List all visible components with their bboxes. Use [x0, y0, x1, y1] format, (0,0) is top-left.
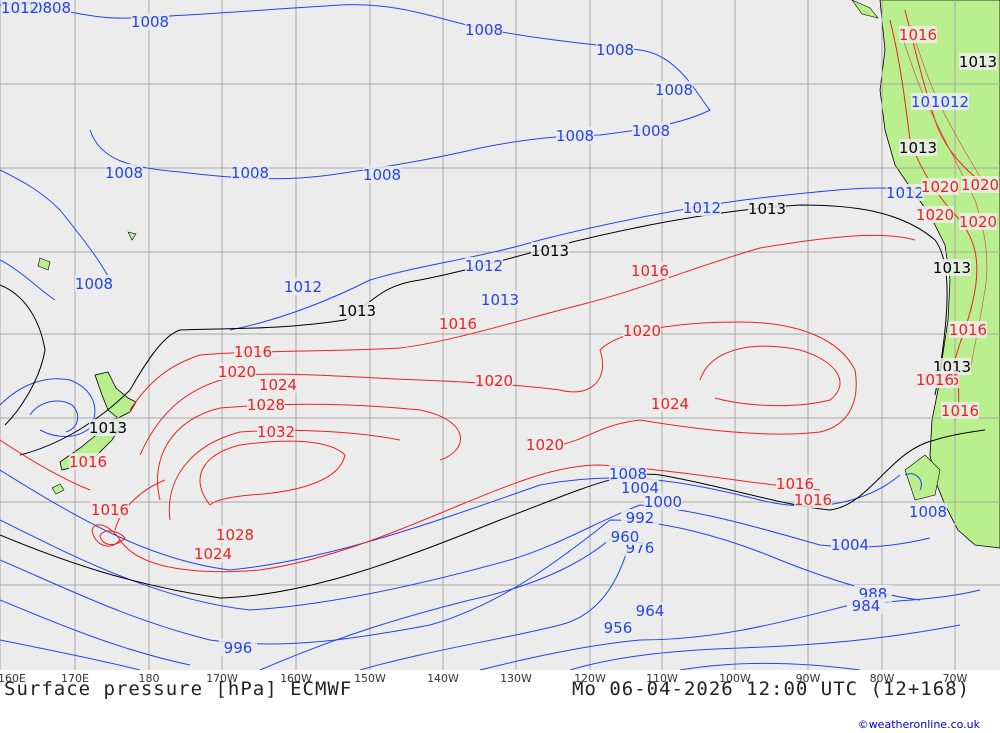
- isobar-label-red: 1016: [794, 491, 832, 509]
- land-islands: [37, 0, 879, 271]
- longitude-label: 170W: [206, 672, 238, 685]
- isobar-label-red: 1020: [921, 178, 959, 196]
- longitude-label: 100W: [719, 672, 751, 685]
- longitude-label: 140W: [427, 672, 459, 685]
- map-title: Surface pressure [hPa] ECMWF: [4, 678, 353, 700]
- isobar-label-blue: 1000: [644, 493, 682, 511]
- map-footer: 160E 170E 180 170W 160W 150W 140W 130W 120W 110W 1…: [0, 670, 1000, 733]
- longitude-label: 180: [138, 672, 160, 685]
- valid-time: Mo 06-04-2026 12:00 UTC (12+168): [572, 678, 971, 700]
- isobar-label-black: 1013: [89, 419, 127, 437]
- isobar-label-red: 1016: [776, 475, 814, 493]
- isobar-label-red: 1020: [916, 206, 954, 224]
- isobar-label-red: 1016: [69, 453, 107, 471]
- longitude-label: 90W: [795, 672, 821, 685]
- isobar-label-blue: 1012: [683, 199, 721, 217]
- isobar-label-blue: 1008: [556, 127, 594, 145]
- map-canvas: 1008 1008 1008 1008 1008 1008 1008 1008 1008 1008…: [0, 0, 1000, 671]
- longitude-label: 120W: [574, 672, 606, 685]
- isobars-low: [0, 3, 981, 671]
- isobar-label-blue: 1004: [621, 479, 659, 497]
- sea-background: [0, 0, 1000, 670]
- isobar-label-red: 1032: [257, 423, 295, 441]
- isobar-label-blue: 1008: [909, 503, 947, 521]
- isobar-label-red: 1024: [259, 376, 297, 394]
- isobar-label-red: 1024: [194, 545, 232, 563]
- isobar-label-red: 1016: [91, 501, 129, 519]
- longitude-label: 80W: [869, 672, 895, 685]
- isobar-label-blue: 956: [604, 619, 633, 637]
- isobar-label-blue: 1013: [481, 291, 519, 309]
- isobar-label-blue: 960: [611, 528, 640, 546]
- isobar-label-red: 1016: [916, 371, 954, 389]
- isobar-label-red: 1016: [631, 262, 669, 280]
- isobar-label-red: 1016: [899, 26, 937, 44]
- isobar-label-red: 1016: [234, 343, 272, 361]
- isobar-label-red: 1016: [941, 402, 979, 420]
- isobar-label-red: 1020: [526, 436, 564, 454]
- isobar-label-red: 1020: [218, 363, 256, 381]
- longitude-label: 160W: [280, 672, 312, 685]
- isobar-label-blue: 1012: [284, 278, 322, 296]
- isobar-label-blue: 1012: [465, 257, 503, 275]
- longitude-label: 170E: [61, 672, 89, 685]
- isobar-label-red: 1016: [439, 315, 477, 333]
- isobar-label-blue: 1004: [831, 536, 869, 554]
- isobar-label-blue: 1008: [596, 41, 634, 59]
- longitude-label: 110W: [646, 672, 678, 685]
- pressure-map: 1008 1008 1008 1008 1008 1008 1008 1008 1008 1008…: [0, 0, 1000, 671]
- isobar-label-blue: 1008: [105, 164, 143, 182]
- isobar-label-blue: 992: [626, 509, 655, 527]
- isobar-label-red: 1020: [475, 372, 513, 390]
- isobar-label-blue: 1012: [886, 184, 924, 202]
- isobar-label-blue: 1008: [609, 465, 647, 483]
- isobar-label-red: 1024: [651, 395, 689, 413]
- isobar-label-red: 1020: [961, 176, 999, 194]
- longitude-label: 160E: [0, 672, 26, 685]
- isobar-label-blue: 1008: [75, 275, 113, 293]
- isobar-label-red: 1020: [623, 322, 661, 340]
- isobar-label-blue: 984: [852, 597, 881, 615]
- isobar-label-black: 1013: [899, 139, 937, 157]
- isobar-label-red: 1028: [216, 526, 254, 544]
- longitude-label: 150W: [354, 672, 386, 685]
- isobar-label-blue: 1008: [632, 122, 670, 140]
- isobar-label-black: 1013: [959, 53, 997, 71]
- isobar-label-black: 1013: [933, 259, 971, 277]
- isobar-label-blue: 1008: [131, 13, 169, 31]
- isobar-label-blue: 964: [636, 602, 665, 620]
- longitude-label: 70W: [942, 672, 968, 685]
- isobar-label-blue: 1008: [231, 164, 269, 182]
- isobar-labels: 1008 1008 1008 1008 1008 1008 1008 1008 1008 1008…: [1, 0, 999, 657]
- isobar-label-red: 1028: [247, 396, 285, 414]
- isobar-label-blue: 1008: [363, 166, 401, 184]
- isobar-label-blue: 1008: [655, 81, 693, 99]
- isobar-label-blue: 1012: [931, 93, 969, 111]
- credit-link[interactable]: ©weatheronline.co.uk: [857, 718, 980, 731]
- isobar-label-red: 1016: [949, 321, 987, 339]
- longitude-label: 130W: [500, 672, 532, 685]
- isobar-label-blue: 1008: [465, 21, 503, 39]
- isobar-label-blue: 996: [224, 639, 253, 657]
- isobar-label-black: 1013: [531, 242, 569, 260]
- isobar-label-black: 1013: [338, 302, 376, 320]
- isobar-label-red: 1020: [959, 213, 997, 231]
- isobar-label-black: 1013: [748, 200, 786, 218]
- isobar-label-blue: 1012: [1, 0, 39, 17]
